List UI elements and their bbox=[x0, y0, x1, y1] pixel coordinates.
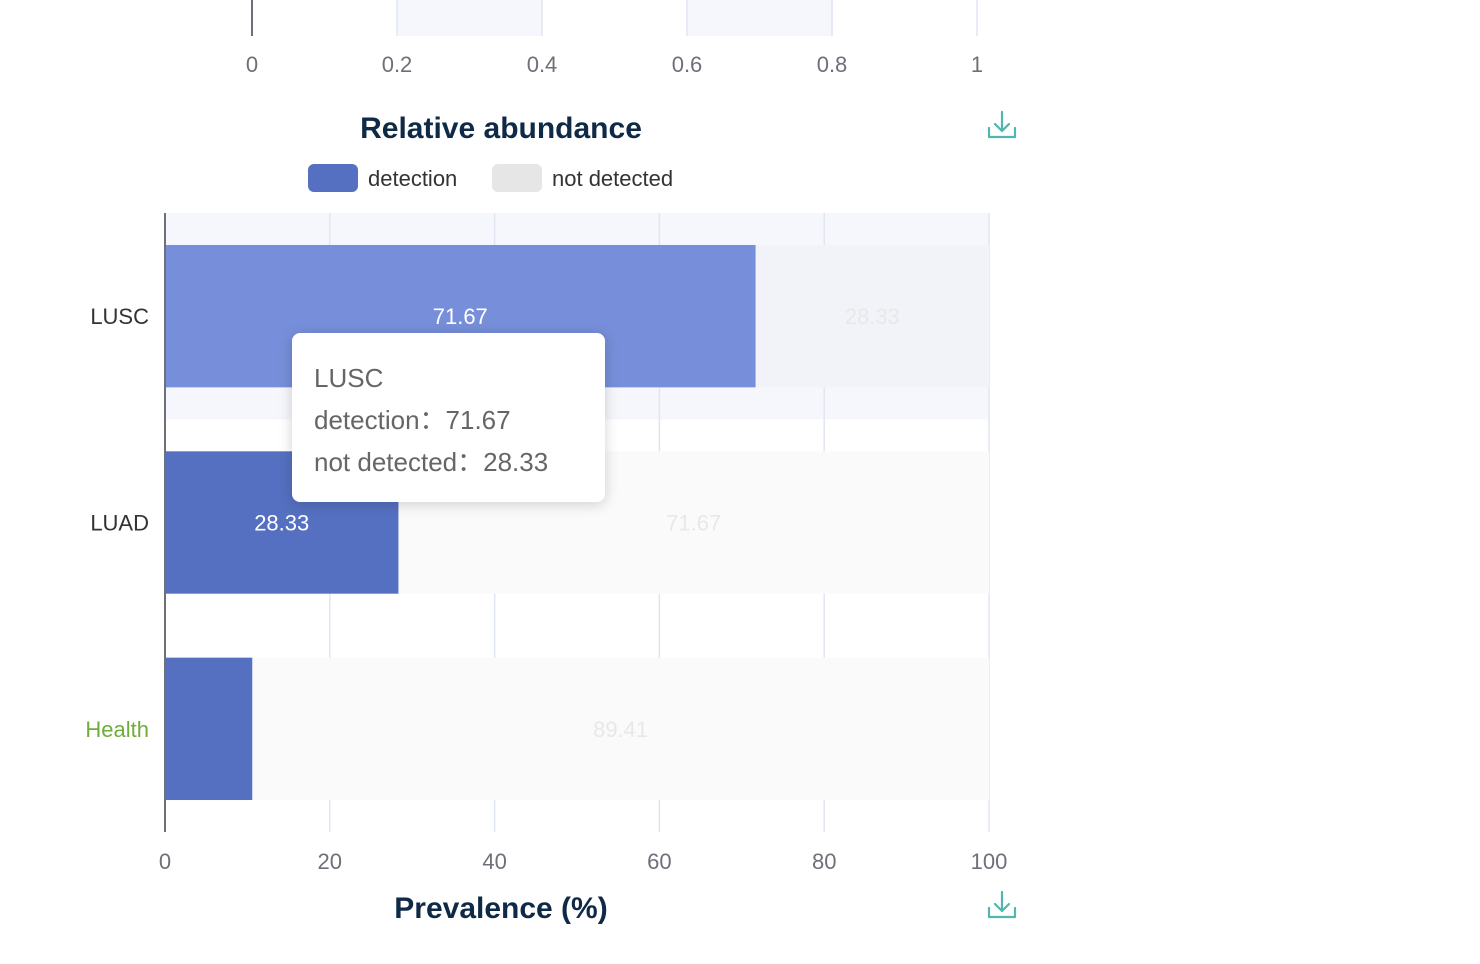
bar-not-detected[interactable] bbox=[252, 657, 989, 801]
legend-label-not-detected: not detected bbox=[552, 166, 673, 191]
x-tick-label: 60 bbox=[647, 849, 671, 874]
bar-label-not-detected: 71.67 bbox=[666, 511, 721, 536]
bar-detection[interactable] bbox=[165, 657, 253, 801]
legend-swatch-detection bbox=[308, 164, 358, 192]
top-x-tick-label: 0.4 bbox=[527, 52, 558, 77]
top-x-tick-label: 1 bbox=[971, 52, 983, 77]
legend-label-detection: detection bbox=[368, 166, 457, 191]
x-tick-label: 20 bbox=[318, 849, 342, 874]
top-x-tick-label: 0 bbox=[246, 52, 258, 77]
relative-abundance-chart: 0 0.2 0.4 0.6 0.8 1 bbox=[246, 0, 983, 77]
legend-item-detection[interactable]: detection bbox=[308, 164, 457, 192]
download-icon[interactable] bbox=[987, 110, 1017, 139]
category-label: Health bbox=[85, 717, 149, 742]
x-tick-label: 80 bbox=[812, 849, 836, 874]
legend: detection not detected bbox=[308, 164, 673, 192]
category-labels: LUSC LUAD Health bbox=[85, 304, 149, 742]
bars bbox=[165, 244, 989, 801]
download-tray bbox=[987, 126, 1017, 139]
bar-label-not-detected: 89.41 bbox=[593, 717, 648, 742]
bar-label-not-detected: 28.33 bbox=[845, 304, 900, 329]
top-x-tick-label: 0.6 bbox=[672, 52, 703, 77]
x-tick-label: 0 bbox=[159, 849, 171, 874]
tooltip-detection-line: detection：71.67 bbox=[314, 405, 511, 435]
prevalence-axis-title: Prevalence (%) bbox=[394, 892, 607, 925]
top-plot-band bbox=[687, 0, 833, 36]
bar-label-detection: 28.33 bbox=[254, 511, 309, 536]
legend-swatch-not-detected bbox=[492, 164, 542, 192]
top-x-tick-labels: 0 0.2 0.4 0.6 0.8 1 bbox=[246, 52, 983, 77]
download-arrow bbox=[993, 890, 1011, 913]
top-x-tick-label: 0.2 bbox=[382, 52, 413, 77]
download-icon[interactable] bbox=[987, 890, 1017, 919]
x-tick-labels: 0 20 40 60 80 100 bbox=[159, 849, 1007, 874]
legend-item-not-detected[interactable]: not detected bbox=[492, 164, 673, 192]
top-plot-band bbox=[397, 0, 543, 36]
x-tick-label: 100 bbox=[971, 849, 1008, 874]
tooltip: LUSC detection：71.67 not detected：28.33 bbox=[292, 333, 605, 502]
download-arrow bbox=[993, 110, 1011, 133]
bar-labels: 71.67 28.33 28.33 71.67 89.41 bbox=[254, 304, 900, 742]
x-tick-label: 40 bbox=[482, 849, 506, 874]
download-tray bbox=[987, 906, 1017, 919]
tooltip-title: LUSC bbox=[314, 363, 384, 393]
category-label: LUSC bbox=[90, 304, 149, 329]
relative-abundance-axis-title: Relative abundance bbox=[360, 112, 642, 145]
top-x-tick-label: 0.8 bbox=[817, 52, 848, 77]
prevalence-chart: 71.67 28.33 28.33 71.67 89.41 LUSC LUAD Health… bbox=[85, 213, 1007, 874]
tooltip-not-detected-line: not detected：28.33 bbox=[314, 447, 549, 477]
top-gridlines bbox=[396, 0, 978, 36]
bar-not-detected[interactable] bbox=[755, 244, 989, 388]
bar-label-detection: 71.67 bbox=[433, 304, 488, 329]
category-label: LUAD bbox=[90, 511, 149, 536]
